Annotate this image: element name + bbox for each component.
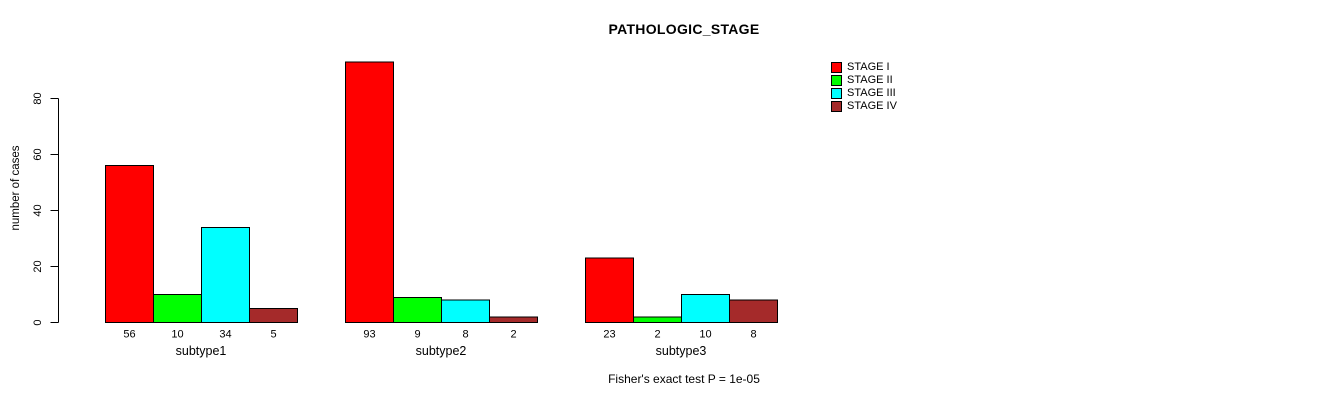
legend-swatch (831, 88, 842, 99)
y-tick-label: 80 (32, 92, 44, 104)
bar-subtype2-stage-ii (393, 296, 442, 323)
bar-value-label: 56 (123, 329, 135, 341)
bar-subtype1-stage-iv (249, 308, 298, 323)
legend-label: STAGE III (847, 87, 896, 99)
bar-subtype3-stage-i (585, 257, 634, 324)
chart-caption: Fisher's exact test P = 1e-05 (608, 372, 760, 386)
legend-label: STAGE IV (847, 100, 897, 112)
bar-subtype1-stage-iii (201, 226, 250, 323)
bar-value-label: 8 (750, 329, 756, 341)
bar-value-label: 2 (654, 329, 660, 341)
legend-swatch (831, 62, 842, 73)
legend-item-stage-i: STAGE I (831, 61, 897, 74)
bar-value-label: 9 (414, 329, 420, 341)
legend-swatch (831, 75, 842, 86)
legend-label: STAGE II (847, 74, 893, 86)
bar-value-label: 93 (363, 329, 375, 341)
x-group-label-subtype3: subtype3 (656, 344, 707, 358)
legend-label: STAGE I (847, 61, 890, 73)
bar-subtype3-stage-iv (729, 299, 778, 324)
bar-value-label: 5 (270, 329, 276, 341)
bar-value-label: 34 (219, 329, 231, 341)
bar-subtype2-stage-i (345, 61, 394, 323)
bar-subtype1-stage-i (105, 165, 154, 323)
legend-swatch (831, 101, 842, 112)
y-tick-label: 20 (32, 260, 44, 272)
bar-subtype3-stage-iii (681, 294, 730, 323)
y-axis-label: number of cases (10, 145, 22, 230)
chart-title: PATHOLOGIC_STAGE (608, 21, 760, 37)
bar-subtype1-stage-ii (153, 294, 202, 323)
legend-item-stage-iii: STAGE III (831, 87, 897, 100)
bar-subtype2-stage-iv (489, 316, 538, 323)
legend-item-stage-iv: STAGE IV (831, 100, 897, 113)
y-tick-label: 40 (32, 204, 44, 216)
legend-item-stage-ii: STAGE II (831, 74, 897, 87)
x-group-label-subtype2: subtype2 (416, 344, 467, 358)
y-tick-label: 0 (32, 319, 44, 325)
bar-value-label: 23 (603, 329, 615, 341)
bar-value-label: 2 (510, 329, 516, 341)
bar-value-label: 10 (699, 329, 711, 341)
x-group-label-subtype1: subtype1 (176, 344, 227, 358)
bar-subtype2-stage-iii (441, 299, 490, 324)
bar-value-label: 10 (171, 329, 183, 341)
bar-value-label: 8 (462, 329, 468, 341)
y-tick-label: 60 (32, 148, 44, 160)
bar-subtype3-stage-ii (633, 316, 682, 323)
chart-legend: STAGE I STAGE II STAGE III STAGE IV (831, 61, 897, 113)
